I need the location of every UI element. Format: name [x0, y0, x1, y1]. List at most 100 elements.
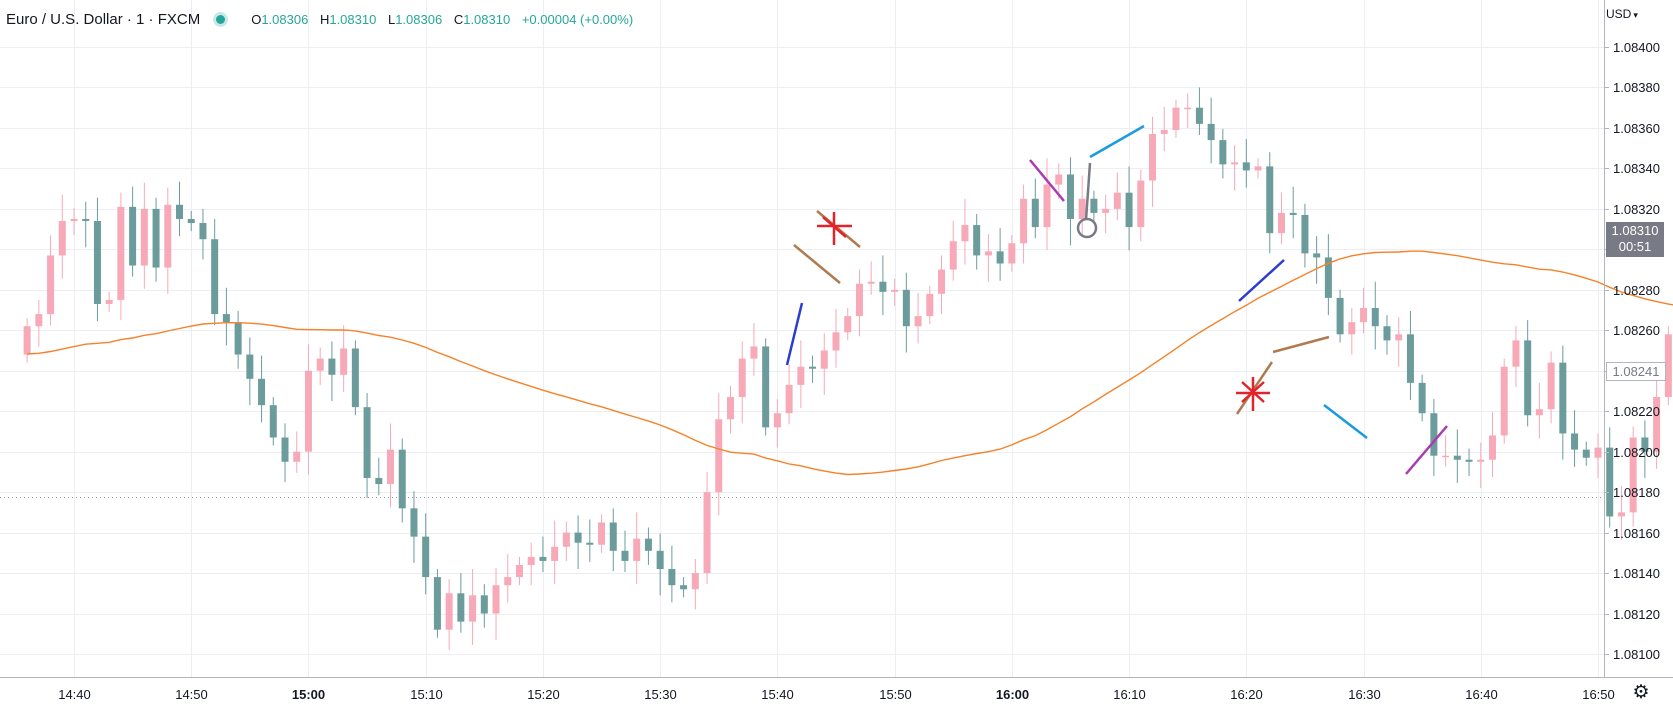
- candle-body: [140, 208, 148, 266]
- candle: [621, 530, 629, 573]
- candle-body: [680, 585, 688, 590]
- candle-body: [1172, 107, 1180, 130]
- candle-body: [738, 358, 746, 398]
- candle-body: [1277, 212, 1285, 234]
- candle-body: [855, 283, 863, 317]
- candle: [820, 333, 828, 396]
- close-label: C: [453, 11, 464, 27]
- candle: [738, 341, 746, 424]
- time-tick-label: 16:10: [1113, 687, 1146, 702]
- candle-body: [844, 316, 852, 333]
- drawing-line: [793, 244, 841, 284]
- candle: [656, 533, 664, 596]
- candle: [164, 187, 172, 294]
- drawing-line: [1272, 335, 1330, 354]
- candle-body: [1160, 129, 1168, 135]
- candle: [1242, 139, 1250, 188]
- candle-body: [1008, 243, 1016, 264]
- candle-body: [410, 508, 418, 537]
- candle: [984, 234, 992, 282]
- candle: [211, 218, 219, 326]
- candle: [1641, 420, 1649, 478]
- candle-body: [1535, 409, 1543, 416]
- candle-body: [926, 293, 934, 317]
- candle: [715, 392, 723, 516]
- candle: [1653, 373, 1661, 469]
- time-axis[interactable]: 14:40 14:50 15:00 15:10 15:20 15:30 15:40 15:50…: [58, 687, 1615, 702]
- candle-body: [914, 316, 922, 327]
- candle-body: [1465, 459, 1473, 462]
- candle: [1231, 145, 1239, 191]
- candle: [492, 568, 500, 640]
- candle: [1617, 486, 1625, 540]
- candle: [551, 520, 559, 585]
- candle: [1582, 441, 1590, 466]
- candle: [269, 397, 277, 446]
- candle-body: [1594, 447, 1602, 458]
- candle-body: [246, 354, 254, 379]
- candle: [891, 278, 899, 306]
- candle: [140, 182, 148, 289]
- candle: [832, 309, 840, 368]
- drawing-line: [1029, 159, 1065, 202]
- candle: [785, 364, 793, 425]
- candle-body: [1289, 212, 1297, 215]
- candle-body: [1524, 340, 1532, 416]
- candle: [668, 545, 676, 603]
- chevron-down-icon: ▾: [1633, 10, 1638, 20]
- candle-body: [1629, 437, 1637, 513]
- candle-body: [809, 366, 817, 369]
- candle-body: [328, 358, 336, 375]
- candle: [340, 325, 348, 392]
- candle-body: [1477, 459, 1485, 462]
- candle: [1277, 192, 1285, 245]
- candle: [1477, 442, 1485, 489]
- candle: [1348, 308, 1356, 355]
- candle-body: [480, 595, 488, 614]
- candle: [1195, 87, 1203, 136]
- candle-body: [316, 358, 324, 371]
- candle: [598, 514, 606, 553]
- time-tick-label: 15:00: [292, 687, 325, 702]
- candle: [351, 340, 359, 416]
- price-axis[interactable]: 1.08100 1.08120 1.08140 1.08160 1.08180 1.082…: [1604, 40, 1660, 662]
- currency-selector[interactable]: USD ▾: [1606, 7, 1638, 21]
- candle-body: [1137, 180, 1145, 228]
- candle-body: [82, 218, 90, 222]
- close-value: 1.08310: [463, 11, 511, 27]
- candle: [1008, 235, 1016, 272]
- candle: [258, 355, 266, 423]
- candle: [1184, 93, 1192, 128]
- candle: [398, 438, 406, 523]
- candle: [586, 519, 594, 562]
- candle: [1430, 399, 1438, 476]
- price-tick-label: 1.08260: [1613, 323, 1660, 338]
- candle: [762, 338, 770, 436]
- candle: [316, 347, 324, 385]
- price-tick-label: 1.08140: [1613, 566, 1660, 581]
- circle-marker: [1076, 217, 1098, 239]
- candle-body: [457, 593, 465, 622]
- candle: [691, 558, 699, 610]
- time-tick-label: 16:40: [1465, 687, 1498, 702]
- candle: [105, 291, 113, 313]
- candle: [1219, 128, 1227, 179]
- candle: [609, 508, 617, 572]
- candle-body: [750, 346, 758, 359]
- candle: [469, 569, 477, 645]
- ma-price-label: 1.08241: [1606, 362, 1666, 381]
- candle: [304, 344, 312, 475]
- symbol-title[interactable]: Euro / U.S. Dollar · 1 · FXCM: [6, 10, 201, 28]
- gear-icon[interactable]: ⚙: [1632, 682, 1650, 703]
- drawing-line: [1238, 259, 1285, 302]
- candle: [387, 423, 395, 508]
- candle-body: [1324, 257, 1332, 298]
- candle-body: [1582, 449, 1590, 458]
- candle: [1313, 236, 1321, 284]
- drawing-line: [1235, 361, 1274, 415]
- candle: [1160, 106, 1168, 152]
- candle-body: [1066, 174, 1074, 219]
- candle: [375, 457, 383, 496]
- drawing-line: [1089, 124, 1145, 159]
